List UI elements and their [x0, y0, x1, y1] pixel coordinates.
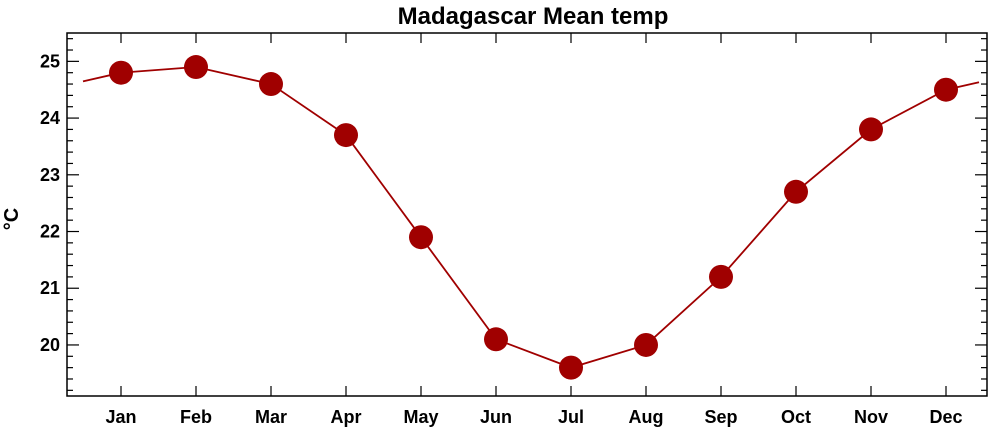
x-tick-label: Dec: [929, 407, 962, 427]
tick-labels: 20 21 22 23 24 25 Jan Feb Mar Apr May Jun Jul Aug Sep O…: [40, 51, 963, 427]
x-tick-label: Jan: [105, 407, 136, 427]
data-point-sep: [709, 264, 733, 289]
y-tick-label: 20: [40, 335, 60, 355]
plot-frame: [66, 32, 988, 397]
data-point-jun: [484, 327, 508, 352]
x-tick-label: Sep: [704, 407, 737, 427]
x-tick-label: May: [403, 407, 438, 427]
data-point-aug: [634, 332, 658, 357]
x-tick-label: Oct: [781, 407, 811, 427]
x-tick-label: Nov: [854, 407, 888, 427]
markers: [109, 55, 958, 380]
data-point-apr: [334, 123, 358, 148]
x-tick-label: Jun: [480, 407, 512, 427]
y-axis-label: °C: [1, 208, 23, 230]
data-point-dec: [934, 77, 958, 102]
x-tick-label: Feb: [180, 407, 212, 427]
y-tick-label: 22: [40, 222, 60, 242]
data-point-may: [409, 225, 433, 250]
x-tick-label: Aug: [629, 407, 664, 427]
data-point-mar: [259, 72, 283, 97]
y-tick-label: 25: [40, 51, 60, 71]
series-line: [82, 66, 980, 369]
ticks: [67, 33, 987, 396]
data-point-nov: [859, 117, 883, 142]
x-tick-label: Jul: [558, 407, 584, 427]
y-tick-label: 23: [40, 165, 60, 185]
data-point-jan: [109, 60, 133, 85]
chart-title: Madagascar Mean temp: [398, 3, 669, 30]
data-point-jul: [559, 355, 583, 380]
y-tick-label: 24: [40, 108, 60, 128]
data-point-oct: [784, 179, 808, 204]
y-tick-label: 21: [40, 278, 60, 298]
x-tick-label: Mar: [255, 407, 287, 427]
x-tick-label: Apr: [331, 407, 362, 427]
data-point-feb: [184, 55, 208, 80]
